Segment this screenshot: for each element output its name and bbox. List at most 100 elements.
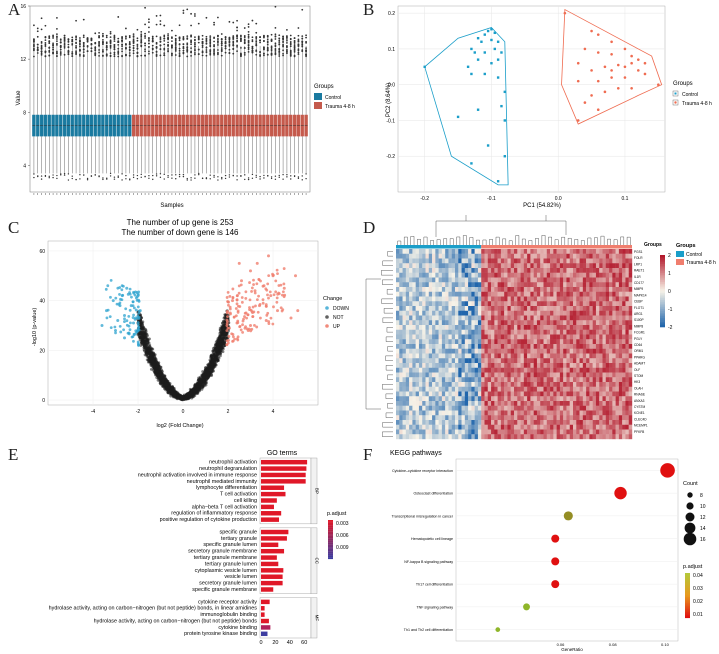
a-outlier xyxy=(155,54,158,57)
d-row-dendrogram xyxy=(382,422,393,428)
d-row-dendrogram xyxy=(382,384,393,390)
a-outlier xyxy=(244,178,246,181)
c-point-up xyxy=(255,261,259,265)
b-xtick-label: 0.0 xyxy=(555,196,562,202)
c-point-down xyxy=(104,287,108,291)
a-outlier xyxy=(151,35,154,38)
a-outlier xyxy=(293,40,296,42)
d-cell xyxy=(504,249,508,254)
a-outlier xyxy=(140,176,142,179)
d-cell xyxy=(507,296,511,302)
a-outlier xyxy=(33,38,35,41)
a-outlier xyxy=(174,47,177,50)
b-xlabel: PC1 (54.82%) xyxy=(523,203,561,209)
a-outlier xyxy=(59,48,62,51)
a-outlier xyxy=(201,44,204,47)
a-outlier xyxy=(270,53,273,56)
d-cell xyxy=(481,258,485,264)
c-point-up xyxy=(253,323,256,327)
b-point xyxy=(643,61,647,65)
d-cell xyxy=(471,282,475,288)
a-outlier xyxy=(286,42,288,44)
a-outlier xyxy=(209,50,212,53)
d-cell xyxy=(595,263,600,269)
a-outlier xyxy=(105,46,108,49)
d-cell xyxy=(514,263,518,269)
d-cell xyxy=(418,268,423,273)
c-point-not xyxy=(210,354,214,358)
a-outlier xyxy=(220,47,223,49)
a-outlier xyxy=(274,44,277,47)
c-point-down xyxy=(127,314,131,318)
c-point-up xyxy=(276,292,280,296)
d-cell xyxy=(625,282,629,288)
a-outlier xyxy=(270,177,273,180)
d-cell xyxy=(579,291,584,297)
a-outlier xyxy=(40,28,43,31)
d-cell xyxy=(589,263,593,269)
b-point xyxy=(486,144,490,147)
d-cell xyxy=(628,277,633,283)
d-cell xyxy=(510,282,515,288)
d-col-dendrogram xyxy=(535,238,539,245)
a-outlier xyxy=(289,55,292,57)
a-outlier xyxy=(194,177,196,179)
d-cell xyxy=(477,296,482,302)
a-outlier xyxy=(274,27,277,29)
a-outlier xyxy=(90,47,93,50)
a-outlier xyxy=(197,35,200,38)
d-cell xyxy=(514,268,518,273)
c-ytick-label: 20 xyxy=(39,348,45,354)
a-outlier xyxy=(289,49,292,52)
d-cell xyxy=(448,268,452,273)
c-point-up xyxy=(245,327,249,331)
c-point-not xyxy=(147,352,151,355)
d-cell xyxy=(612,272,616,278)
d-cell xyxy=(553,268,557,273)
d-cell xyxy=(582,282,587,288)
d-cell xyxy=(409,282,413,288)
d-cell xyxy=(576,258,580,264)
d-cell xyxy=(540,268,544,273)
c-point-down xyxy=(130,295,133,299)
d-cell xyxy=(438,272,443,278)
a-outlier xyxy=(82,42,85,45)
a-outlier xyxy=(90,42,93,45)
a-outlier xyxy=(213,45,215,47)
a-outlier xyxy=(79,174,81,176)
a-outlier xyxy=(286,45,288,48)
a-outlier xyxy=(40,53,43,56)
a-outlier xyxy=(305,34,307,37)
d-cell xyxy=(402,258,407,264)
c-point-not xyxy=(146,341,150,345)
d-cell xyxy=(559,268,564,273)
a-outlier xyxy=(40,178,43,180)
a-outlier xyxy=(109,32,112,35)
d-cell xyxy=(576,282,580,288)
d-cell xyxy=(599,263,603,269)
d-cell xyxy=(569,282,574,288)
c-point-not xyxy=(221,333,225,337)
d-cell xyxy=(609,282,613,288)
d-cell xyxy=(550,263,554,269)
a-outlier xyxy=(209,178,211,180)
a-outlier xyxy=(125,36,127,38)
b-legend-title: Groups xyxy=(673,81,693,87)
d-cell xyxy=(477,253,482,259)
a-outlier xyxy=(140,41,143,44)
a-outlier xyxy=(197,48,200,51)
d-col-dendrogram xyxy=(580,240,585,245)
d-cell xyxy=(615,249,620,254)
d-cell xyxy=(540,277,544,283)
a-outlier xyxy=(128,46,131,48)
d-col-dendrogram xyxy=(435,220,567,237)
b-point xyxy=(483,51,486,54)
d-cell xyxy=(563,272,567,278)
d-cell xyxy=(622,272,626,278)
d-cell xyxy=(520,272,525,278)
d-cell xyxy=(520,291,525,297)
c-ytick-label: 0 xyxy=(42,398,45,404)
b-point xyxy=(490,38,493,42)
d-cell xyxy=(595,253,600,259)
a-outlier xyxy=(194,43,196,46)
